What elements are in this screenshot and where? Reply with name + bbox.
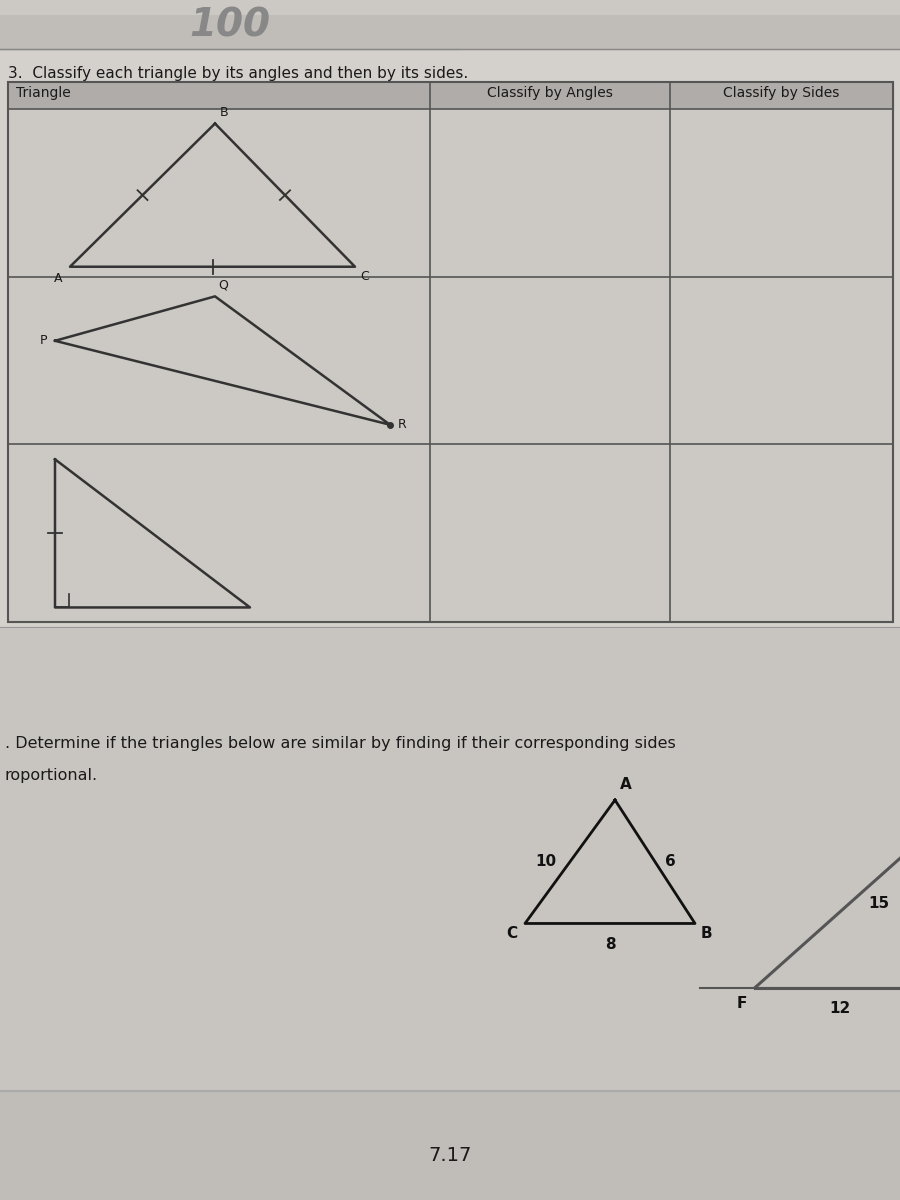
- Text: C: C: [506, 926, 517, 942]
- Bar: [0, 14, 900, 628]
- Bar: [8, 82, 893, 109]
- Bar: [0, 1091, 900, 1200]
- Text: 8: 8: [605, 937, 616, 953]
- Text: . Determine if the triangles below are similar by finding if their corresponding: . Determine if the triangles below are s…: [5, 736, 676, 751]
- Text: A: A: [53, 271, 62, 284]
- Text: P: P: [40, 335, 47, 347]
- Bar: [0, 628, 900, 1200]
- Text: 100: 100: [190, 6, 271, 44]
- Text: C: C: [360, 270, 369, 283]
- Text: 3.  Classify each triangle by its angles and then by its sides.: 3. Classify each triangle by its angles …: [8, 66, 468, 82]
- Text: 12: 12: [830, 1001, 850, 1015]
- Bar: [0, 14, 900, 49]
- Text: B: B: [701, 926, 713, 942]
- Text: 10: 10: [535, 854, 556, 869]
- Text: F: F: [736, 996, 747, 1010]
- Text: B: B: [220, 106, 229, 119]
- Text: R: R: [398, 419, 407, 431]
- Bar: [8, 109, 893, 277]
- Text: 7.17: 7.17: [428, 1146, 472, 1165]
- Text: A: A: [620, 778, 632, 792]
- Bar: [8, 277, 893, 444]
- Bar: [8, 82, 893, 623]
- Text: Classify by Angles: Classify by Angles: [487, 86, 613, 100]
- Text: Classify by Sides: Classify by Sides: [724, 86, 840, 100]
- Bar: [8, 444, 893, 623]
- Text: Q: Q: [218, 278, 228, 292]
- Text: 6: 6: [665, 854, 676, 869]
- Text: 15: 15: [868, 896, 889, 911]
- Text: Triangle: Triangle: [16, 86, 71, 100]
- Text: roportional.: roportional.: [5, 768, 98, 784]
